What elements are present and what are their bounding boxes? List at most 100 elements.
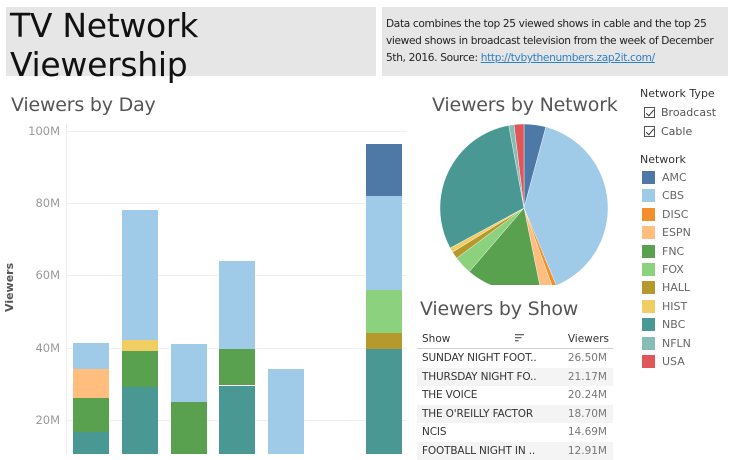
color-swatch [642, 281, 655, 294]
filter-label: Cable [661, 125, 692, 138]
legend-item-fox[interactable]: FOX [642, 263, 684, 276]
table-header: Show Viewers [417, 330, 613, 349]
table-title: Viewers by Show [420, 298, 578, 320]
bar-day-2[interactable] [122, 124, 158, 454]
legend-label: HALL [662, 281, 690, 294]
table-row[interactable]: THURSDAY NIGHT FO..21.17M [417, 368, 613, 387]
y-tick-label: 100M [28, 124, 60, 138]
filter-broadcast[interactable]: Broadcast [644, 106, 716, 119]
legend-label: ESPN [662, 226, 691, 239]
sort-descending-icon[interactable] [515, 333, 525, 343]
table-row[interactable]: NCIS 14.69M [417, 423, 613, 442]
pie-chart-title: Viewers by Network [432, 94, 618, 116]
cell-viewers: 14.69M [568, 426, 607, 438]
bar-chart-title: Viewers by Day [11, 94, 156, 116]
cell-show: SUNDAY NIGHT FOOT.. [422, 352, 537, 364]
color-swatch [642, 355, 655, 368]
y-tick-label: 80M [35, 196, 60, 210]
cell-show: NCIS [422, 426, 446, 438]
color-swatch [642, 245, 655, 258]
legend-label: NBC [662, 318, 685, 331]
bar-day-3[interactable] [171, 124, 207, 454]
bar-segment-cbs[interactable] [219, 261, 255, 349]
bar-day-1[interactable] [73, 124, 109, 454]
bar-segment-cbs[interactable] [122, 210, 158, 340]
bar-day-5[interactable] [268, 124, 304, 454]
dashboard-title-box: TV Network Viewership [6, 7, 376, 76]
color-swatch [642, 189, 655, 202]
pie-chart[interactable] [430, 120, 620, 285]
column-header-show[interactable]: Show [422, 333, 450, 345]
cell-show: FOOTBALL NIGHT IN .. [422, 445, 535, 457]
legend-label: NFLN [662, 337, 691, 350]
bar-segment-espn[interactable] [73, 369, 109, 398]
legend-item-nfln[interactable]: NFLN [642, 337, 691, 350]
legend-label: DISC [662, 208, 688, 221]
legend-label: FOX [662, 263, 684, 276]
checkbox-checked-icon[interactable] [644, 126, 655, 137]
bar-day-4[interactable] [219, 124, 255, 454]
column-header-viewers[interactable]: Viewers [568, 333, 609, 345]
legend-item-usa[interactable]: USA [642, 355, 685, 368]
source-link[interactable]: http://tvbythenumbers.zap2it.com/ [481, 52, 655, 64]
filter-label: Broadcast [661, 106, 716, 119]
y-tick-label: 60M [35, 268, 60, 282]
table-row[interactable]: SUNDAY NIGHT FOOT.. 26.50M [417, 349, 613, 368]
bar-segment-fnc[interactable] [73, 398, 109, 432]
cell-viewers: 12.91M [568, 445, 607, 457]
filter-cable[interactable]: Cable [644, 125, 692, 138]
legend-item-cbs[interactable]: CBS [642, 189, 684, 202]
legend-label: HIST [662, 300, 687, 313]
cell-viewers: 20.24M [568, 389, 607, 401]
y-tick-label: 20M [35, 413, 60, 427]
bar-segment-amc[interactable] [366, 144, 402, 196]
legend-item-nbc[interactable]: NBC [642, 318, 685, 331]
bar-segment-nbc[interactable] [366, 349, 402, 454]
bar-day-7[interactable] [366, 124, 402, 454]
bar-segment-cbs[interactable] [171, 344, 207, 402]
cell-show: THE VOICE [422, 389, 477, 401]
description-box: Data combines the top 25 viewed shows in… [382, 7, 728, 76]
pie-chart-svg[interactable] [430, 120, 620, 285]
legend-item-hist[interactable]: HIST [642, 300, 687, 313]
legend-item-amc[interactable]: AMC [642, 171, 687, 184]
bar-segment-cbs[interactable] [366, 196, 402, 290]
bar-segment-fnc[interactable] [219, 349, 255, 385]
bar-segment-fox[interactable] [366, 290, 402, 333]
cell-viewers: 18.70M [568, 408, 607, 420]
color-swatch [642, 318, 655, 331]
bar-segment-hall[interactable] [366, 333, 402, 349]
legend-label: USA [662, 355, 685, 368]
table-body: SUNDAY NIGHT FOOT.. 26.50M THURSDAY NIGHT … [417, 349, 613, 460]
cell-viewers: 26.50M [568, 352, 607, 364]
color-swatch [642, 337, 655, 350]
bar-segment-fnc[interactable] [122, 351, 158, 387]
legend-item-disc[interactable]: DISC [642, 208, 688, 221]
color-swatch [642, 263, 655, 276]
cell-show: THURSDAY NIGHT FO.. [422, 371, 536, 383]
table-row[interactable]: FOOTBALL NIGHT IN .. 12.91M [417, 442, 613, 460]
y-tick-label: 40M [35, 341, 60, 355]
legend-label: CBS [662, 189, 684, 202]
bar-segment-hist[interactable] [122, 340, 158, 351]
color-swatch [642, 171, 655, 184]
legend-item-fnc[interactable]: FNC [642, 245, 684, 258]
dashboard-title: TV Network Viewership [6, 6, 376, 84]
legend-item-espn[interactable]: ESPN [642, 226, 691, 239]
legend-title: Network [640, 153, 686, 166]
bar-segment-cbs[interactable] [268, 369, 304, 454]
bar-segment-fnc[interactable] [171, 402, 207, 454]
bar-segment-nbc[interactable] [73, 432, 109, 454]
bar-chart-plot[interactable] [66, 124, 407, 454]
table-row[interactable]: THE VOICE 20.24M [417, 386, 613, 405]
bar-day-6[interactable] [317, 124, 353, 454]
bar-segment-cbs[interactable] [73, 343, 109, 369]
bar-segment-nbc[interactable] [122, 387, 158, 454]
filter-title: Network Type [640, 87, 715, 100]
legend-item-hall[interactable]: HALL [642, 281, 690, 294]
bar-segment-nbc[interactable] [219, 386, 255, 455]
y-axis-label: Viewers [3, 263, 16, 312]
color-swatch [642, 226, 655, 239]
checkbox-checked-icon[interactable] [644, 107, 655, 118]
